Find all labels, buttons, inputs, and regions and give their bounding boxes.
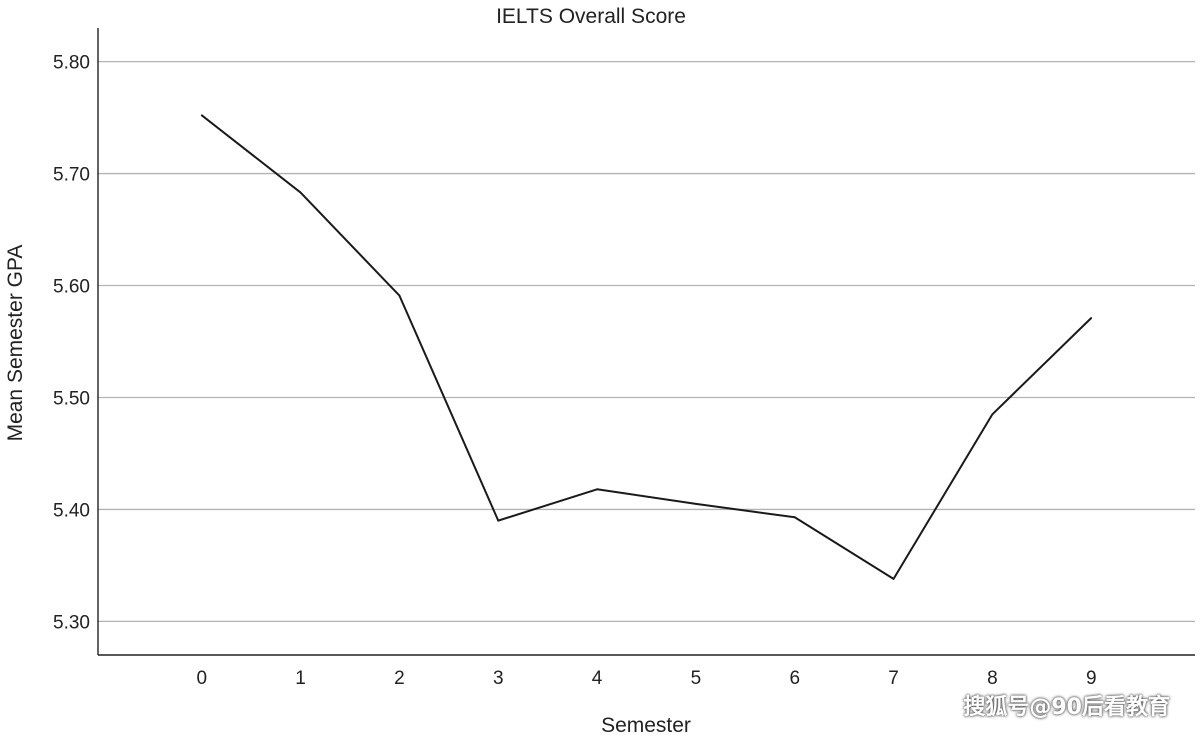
y-tick-label: 5.50 (53, 388, 90, 409)
chart-title: IELTS Overall Score (496, 5, 686, 28)
data-point (596, 488, 598, 491)
data-point (200, 114, 203, 117)
x-tick-labels: 0 1 2 3 4 5 6 7 8 9 (196, 668, 1096, 689)
x-tick-label: 6 (789, 668, 800, 689)
y-tick-label: 5.80 (53, 53, 90, 74)
data-point (793, 516, 796, 519)
y-tick-label: 5.60 (53, 277, 90, 298)
x-tick-label: 3 (493, 668, 504, 689)
x-tick-label: 4 (592, 668, 603, 689)
series-group (200, 114, 1093, 580)
series-line-0 (201, 114, 1092, 580)
data-point (1090, 317, 1093, 319)
x-tick-label: 9 (1086, 668, 1097, 689)
data-point (299, 191, 302, 194)
grid-lines (98, 60, 1195, 623)
x-tick-label: 1 (295, 668, 306, 689)
data-point (892, 577, 895, 580)
watermark-text: 搜狐号@90后看教育 (963, 695, 1170, 720)
x-tick-label: 2 (394, 668, 405, 689)
y-tick-label: 5.40 (53, 500, 90, 521)
x-tick-label: 7 (888, 668, 899, 689)
y-tick-labels: 5.30 5.40 5.50 5.60 5.70 5.80 (53, 53, 90, 634)
data-point (991, 413, 994, 416)
data-point (695, 502, 697, 505)
x-tick-label: 8 (987, 668, 998, 689)
y-axis-title: Mean Semester GPA (4, 245, 27, 442)
x-tick-label: 5 (691, 668, 702, 689)
data-point (497, 519, 500, 522)
y-tick-label: 5.30 (53, 612, 90, 633)
x-tick-label: 0 (196, 668, 207, 689)
x-axis-title: Semester (601, 714, 691, 735)
data-point (398, 294, 401, 297)
y-tick-label: 5.70 (53, 165, 90, 186)
